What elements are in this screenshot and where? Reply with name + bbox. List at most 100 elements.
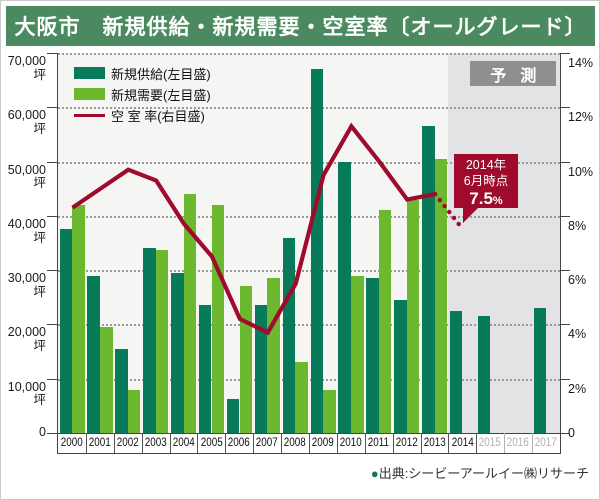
supply-bar-2007 — [254, 305, 268, 433]
year-label-2009: 2009 — [311, 437, 334, 449]
year-label-2002: 2002 — [116, 437, 139, 449]
source-text: 出典:シービーアールイー㈱リサーチ — [378, 466, 589, 481]
left-axis-tick-label: 10,000 坪 — [7, 379, 46, 408]
year-separator — [504, 433, 506, 453]
legend-label: 空 室 率(右目盛) — [111, 108, 205, 124]
right-axis-tick-label: 12% — [568, 110, 594, 125]
right-axis-tick-label: 8% — [568, 218, 587, 233]
right-tick — [560, 215, 570, 217]
left-tick — [47, 161, 57, 163]
left-tick — [47, 324, 57, 326]
supply-bar-2013 — [422, 126, 435, 433]
legend-item-0: 新規供給(左目盛) — [74, 65, 211, 82]
source-bullet-icon: ● — [370, 466, 379, 481]
year-separator — [225, 433, 227, 453]
right-axis-tick-label: 6% — [568, 273, 587, 288]
year-label-2017: 2017 — [535, 437, 558, 449]
supply-bar-2006 — [226, 398, 240, 433]
supply-bar-2002 — [115, 348, 128, 433]
left-tick — [47, 378, 57, 380]
year-separator — [476, 433, 478, 453]
year-label-2004: 2004 — [172, 437, 195, 449]
supply-bar-2010 — [338, 161, 351, 433]
right-tick — [560, 378, 570, 380]
left-tick — [47, 433, 57, 434]
year-label-2005: 2005 — [200, 437, 223, 449]
demand-bar-2007 — [267, 278, 280, 433]
gridline — [58, 215, 560, 218]
year-separator — [309, 433, 310, 453]
legend-bar-swatch — [74, 67, 105, 79]
year-separator — [85, 433, 87, 453]
supply-bar-2017 — [533, 308, 547, 433]
right-axis-tick-label: 10% — [568, 164, 594, 179]
demand-bar-2013 — [434, 158, 448, 433]
left-axis-tick-label: 0 — [39, 425, 46, 439]
right-axis-tick-label: 0 — [568, 426, 575, 440]
demand-bar-2009 — [323, 389, 336, 433]
supply-bar-2004 — [171, 272, 184, 433]
demand-bar-2005 — [211, 205, 225, 433]
demand-bar-2012 — [406, 199, 420, 433]
source-note: ●出典:シービーアールイー㈱リサーチ — [371, 463, 589, 482]
year-separator — [420, 433, 422, 453]
supply-bar-2005 — [198, 305, 212, 433]
legend-line-swatch — [74, 113, 105, 117]
supply-bar-2001 — [87, 275, 100, 433]
demand-bar-2000 — [72, 205, 85, 433]
supply-bar-2014 — [449, 310, 463, 433]
left-tick — [47, 215, 57, 217]
demand-bar-2006 — [239, 286, 253, 433]
year-label-2014: 2014 — [451, 437, 474, 449]
left-axis-tick-label: 30,000 坪 — [7, 271, 46, 299]
year-label-2003: 2003 — [144, 437, 167, 449]
demand-bar-2003 — [155, 249, 169, 433]
demand-bar-2004 — [183, 194, 197, 433]
right-axis-tick-label: 14% — [568, 56, 594, 70]
callout-line1: 2014年 — [465, 158, 507, 172]
year-separator — [113, 433, 115, 453]
year-separator — [364, 433, 366, 453]
year-label-2010: 2010 — [339, 437, 362, 449]
year-label-2001: 2001 — [88, 437, 111, 449]
demand-bar-2002 — [127, 389, 141, 433]
right-tick — [560, 53, 570, 54]
year-label-2011: 2011 — [368, 437, 390, 449]
year-label-2013: 2013 — [423, 437, 446, 449]
demand-bar-2008 — [295, 362, 308, 433]
right-axis-tick-label: 2% — [568, 381, 587, 396]
year-separator — [169, 433, 171, 453]
left-axis-tick-label: 60,000 坪 — [7, 108, 46, 137]
callout-line2: 6月時点 — [463, 173, 509, 188]
gridline — [58, 378, 560, 381]
year-label-2000: 2000 — [60, 437, 83, 449]
legend-label: 新規供給(左目盛) — [111, 66, 211, 82]
demand-bar-2011 — [378, 210, 392, 433]
supply-bar-2000 — [59, 229, 72, 433]
demand-bar-2010 — [351, 275, 364, 433]
forecast-label: 予測 — [490, 67, 551, 85]
demand-bar-2001 — [100, 327, 113, 433]
right-tick — [560, 107, 570, 109]
year-separator — [392, 433, 394, 453]
year-separator — [336, 433, 338, 453]
year-label-2007: 2007 — [256, 437, 279, 449]
left-axis-tick-label: 50,000 坪 — [7, 162, 46, 191]
title-banner: 大阪市 新規供給・新規需要・空室率〔オールグレード〕 — [6, 6, 595, 46]
forecast-label-box: 予測 — [470, 61, 557, 86]
callout-unit: % — [492, 195, 503, 208]
legend: 新規供給(左目盛) 新規需要(左目盛) 空 室 率(右目盛) — [74, 65, 211, 128]
gridline — [58, 107, 560, 110]
year-separator — [448, 433, 450, 453]
year-separator — [253, 433, 255, 453]
callout-pointer — [463, 208, 478, 223]
right-axis-tick-label: 4% — [568, 327, 587, 342]
gridline — [58, 53, 560, 55]
legend-item-1: 新規需要(左目盛) — [74, 86, 211, 103]
year-label-2016: 2016 — [507, 437, 530, 449]
year-label-2015: 2015 — [479, 437, 502, 449]
supply-bar-2011 — [366, 278, 379, 433]
callout-value: 7.5 — [469, 189, 493, 209]
year-separator — [141, 433, 143, 453]
